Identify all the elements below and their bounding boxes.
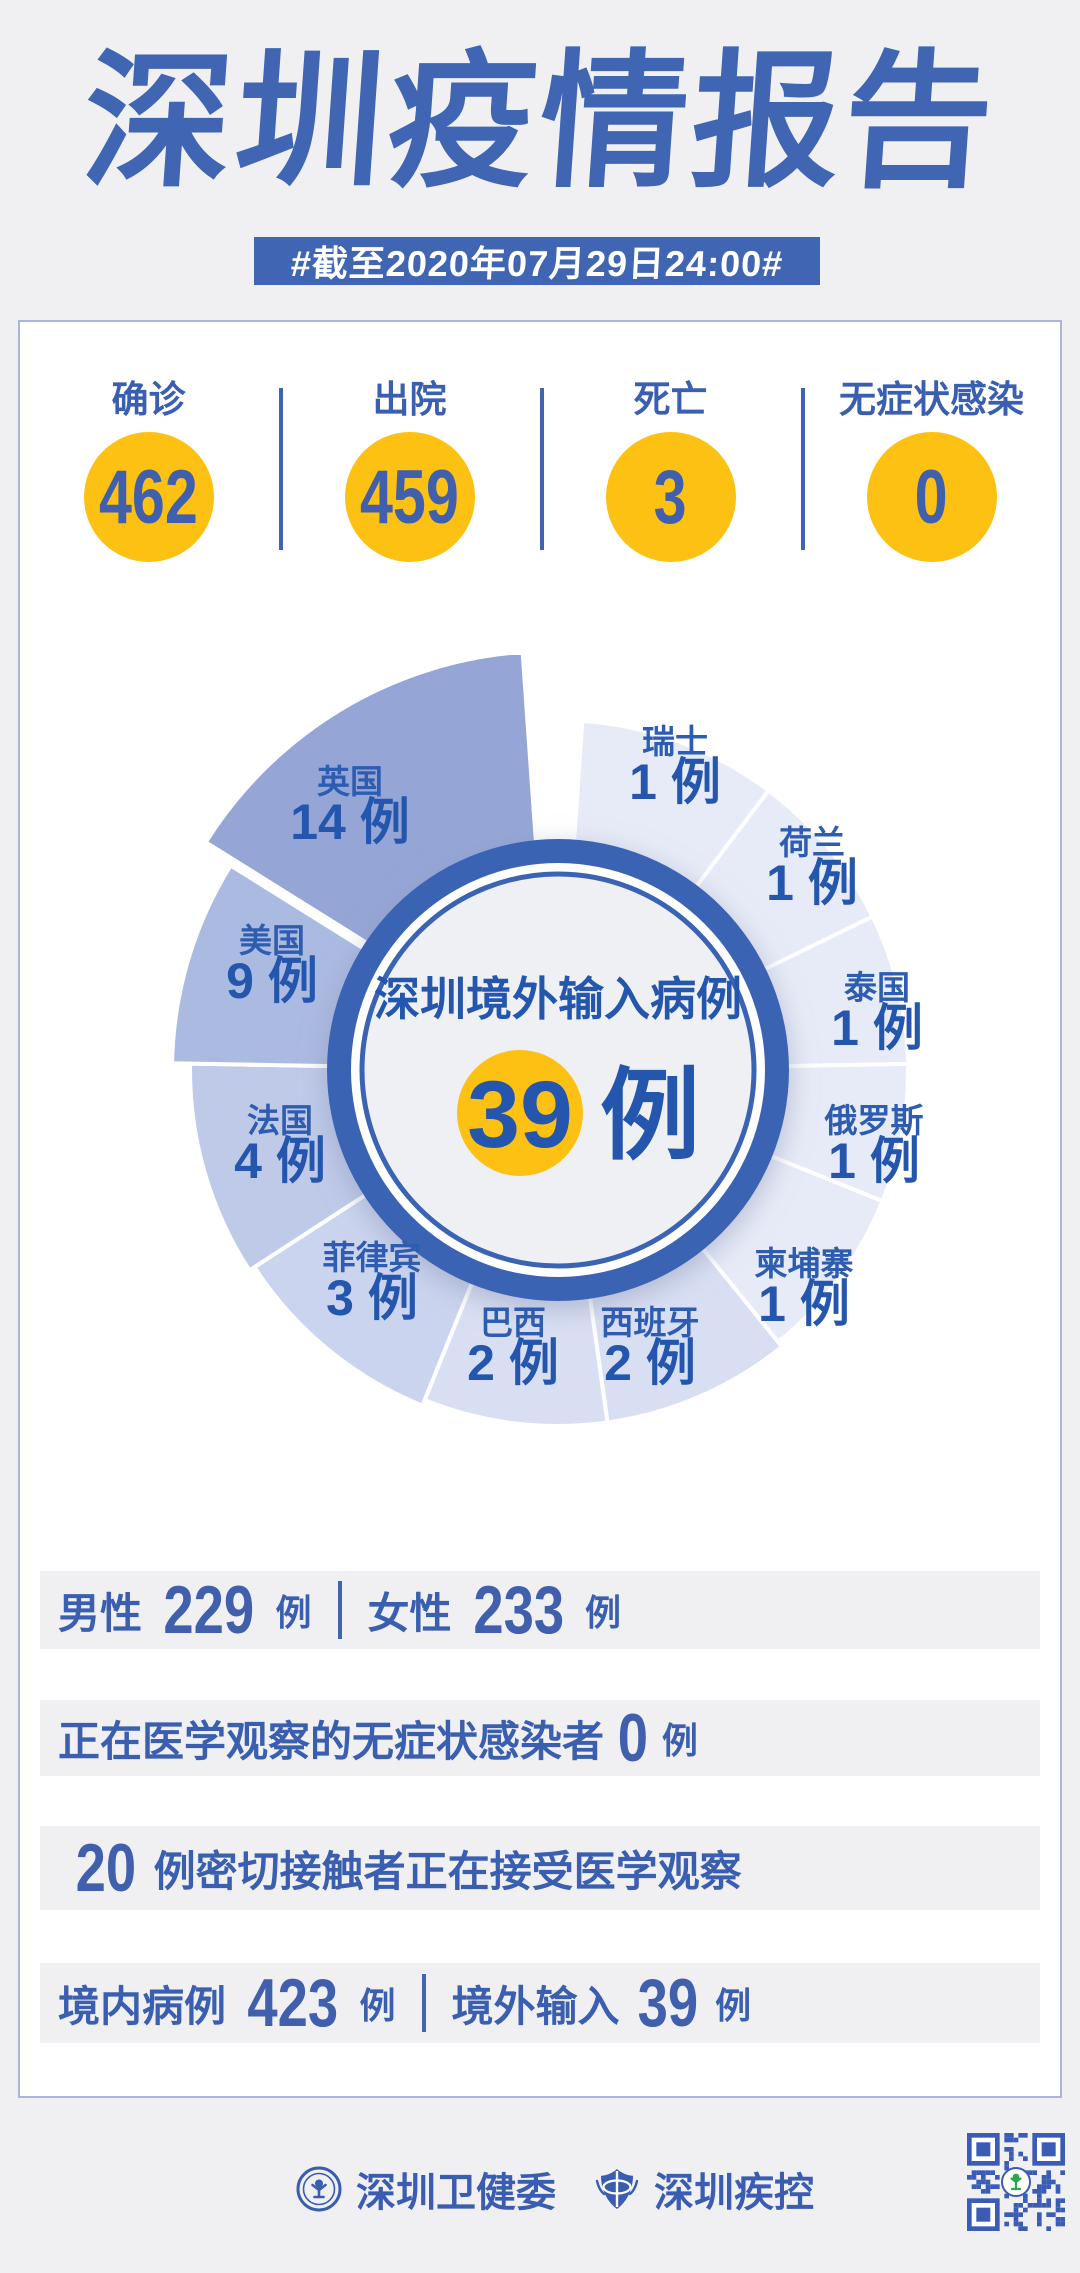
footer-org-health-commission: 深圳卫健委 — [296, 2160, 556, 2218]
total-unit: 例 — [600, 1060, 700, 1172]
total-badge — [457, 1050, 583, 1176]
slice-label-country: 英国 — [317, 763, 383, 800]
detail-row-1: 男性 229 例 女性 233 例 — [40, 1571, 1040, 1649]
qr-code — [967, 2133, 1065, 2231]
row-number: 233 — [472, 1572, 564, 1648]
stat-col-1: 确诊 462 — [18, 378, 279, 578]
row-number: 39 — [637, 1965, 698, 2041]
slice-label-count: 9 例 — [226, 953, 318, 1009]
stat-col-3: 死亡 3 — [540, 378, 801, 578]
row-divider — [421, 1974, 426, 2032]
row-text: 正在医学观察的无症状感染者 — [58, 1717, 605, 1765]
row-number: 20 — [75, 1830, 137, 1906]
slice-label-count: 1 例 — [758, 1276, 850, 1332]
slice-label-count: 14 例 — [290, 794, 410, 850]
slice-label-country: 俄罗斯 — [824, 1102, 924, 1139]
row-text: 女性 — [367, 1589, 452, 1637]
slice-label-country: 泰国 — [844, 969, 910, 1006]
cdc-shield-emblem-icon — [595, 2169, 639, 2209]
slice-label-count: 1 例 — [828, 1133, 920, 1189]
stat-label: 无症状感染 — [839, 379, 1024, 420]
detail-row-4: 境内病例 423 例 境外输入 39 例 — [40, 1963, 1040, 2043]
page-title: 深圳疫情报告 — [78, 40, 1002, 205]
stat-label: 确诊 — [111, 379, 186, 420]
slice-label-country: 美国 — [239, 922, 305, 959]
row-text: 男性 — [58, 1589, 143, 1637]
stat-value-badge: 0 — [866, 432, 997, 562]
stat-divider — [540, 388, 544, 550]
row-number: 229 — [163, 1572, 255, 1648]
slice-label-country: 西班牙 — [601, 1304, 700, 1341]
health-commission-emblem-icon — [296, 2166, 342, 2212]
stat-label: 出院 — [372, 379, 447, 420]
slice-label-country: 菲律宾 — [323, 1239, 422, 1276]
row-text: 例密切接触者正在接受医学观察 — [153, 1847, 742, 1895]
row-divider — [337, 1581, 342, 1639]
detail-row-3: 20 例密切接触者正在接受医学观察 — [40, 1826, 1040, 1910]
stat-col-4: 无症状感染 0 — [801, 378, 1062, 578]
slice-label-country: 柬埔寨 — [755, 1245, 854, 1282]
row-number: 423 — [247, 1965, 339, 2041]
row-text: 例 — [661, 1720, 698, 1761]
stat-value: 0 — [915, 454, 948, 540]
total-value: 39 — [467, 1062, 573, 1168]
slice-label-count: 2 例 — [604, 1335, 696, 1391]
stat-label: 死亡 — [633, 379, 708, 420]
as-of-date-badge: #截至2020年07月29日24:00# — [254, 237, 820, 285]
row-text: 例 — [584, 1592, 621, 1633]
stat-value: 3 — [654, 454, 687, 540]
stat-value-badge: 459 — [344, 432, 475, 562]
row-text: 例 — [359, 1985, 396, 2026]
row-number: 0 — [617, 1700, 649, 1776]
slice-label-country: 法国 — [247, 1102, 313, 1139]
stat-value: 462 — [99, 454, 198, 540]
slice-label-country: 荷兰 — [779, 824, 845, 861]
stat-divider — [279, 388, 283, 550]
slice-label-count: 3 例 — [326, 1270, 418, 1326]
row-text: 例 — [715, 1985, 752, 2026]
slice-label-count: 1 例 — [629, 754, 721, 810]
stat-col-2: 出院 459 — [279, 378, 540, 578]
detail-row-2: 正在医学观察的无症状感染者 0 例 — [40, 1700, 1040, 1776]
pie-center-title: 深圳境外输入病例 — [374, 973, 742, 1025]
row-text: 例 — [275, 1592, 312, 1633]
slice-label-count: 1 例 — [766, 855, 858, 911]
slice-label-count: 2 例 — [467, 1335, 559, 1391]
stat-value: 459 — [360, 454, 459, 540]
slice-label-count: 1 例 — [831, 1000, 923, 1056]
summary-stats: 确诊 462 出院 459 死亡 3 无症状感染 0 — [18, 378, 1062, 578]
row-text: 境内病例 — [58, 1982, 227, 2030]
footer-org1-label: 深圳卫健委 — [356, 2171, 556, 2215]
footer-org2-label: 深圳疾控 — [654, 2171, 814, 2215]
slice-label-country: 巴西 — [480, 1304, 546, 1341]
footer-org-cdc: 深圳疾控 — [594, 2160, 814, 2218]
stat-divider — [801, 388, 805, 550]
stat-value-badge: 3 — [605, 432, 736, 562]
slice-label-count: 4 例 — [234, 1133, 326, 1189]
stat-value-badge: 462 — [83, 432, 214, 562]
row-text: 境外输入 — [451, 1982, 620, 2030]
slice-label-country: 瑞士 — [642, 723, 708, 760]
as-of-date-text: #截至2020年07月29日24:00# — [289, 243, 785, 284]
